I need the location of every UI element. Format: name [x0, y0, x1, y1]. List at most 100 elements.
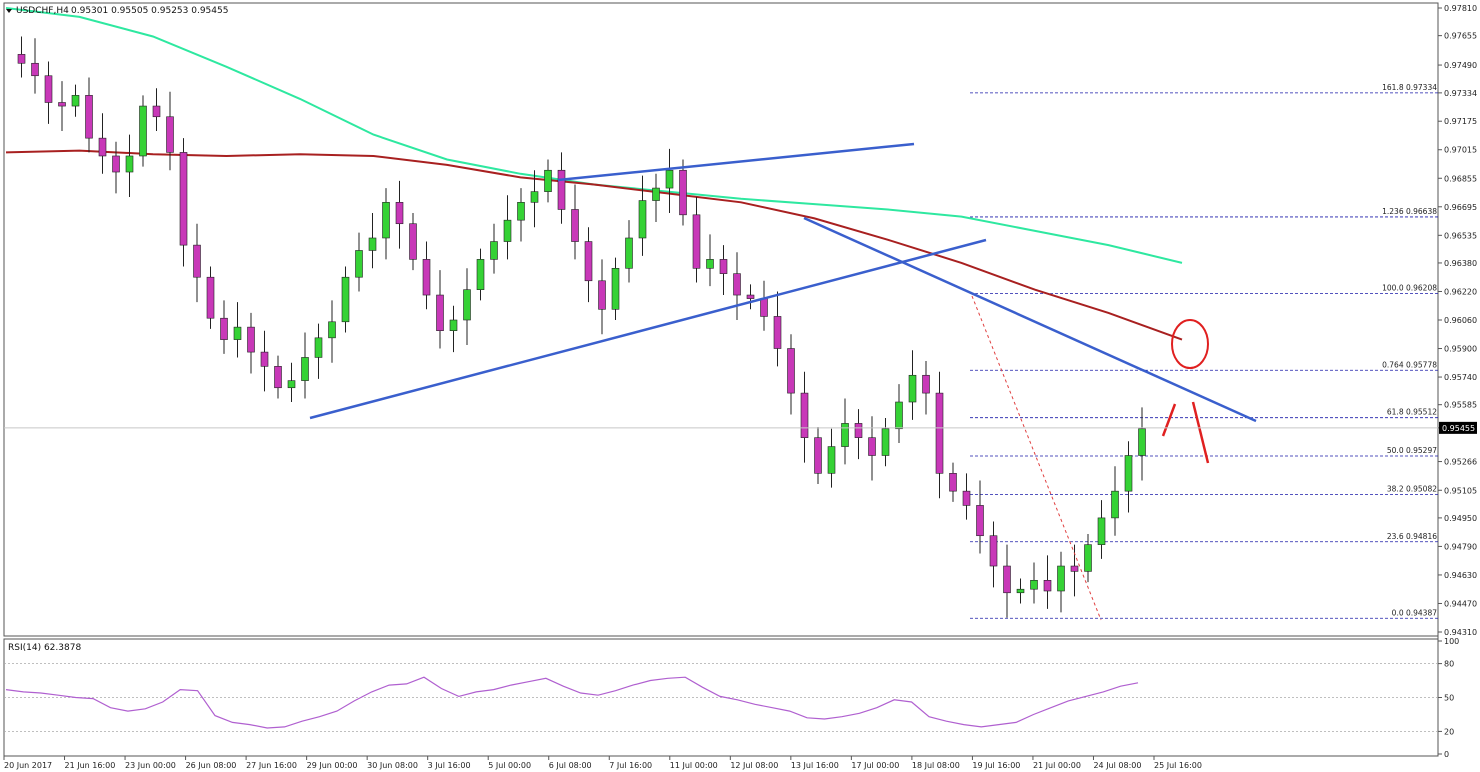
candle-bearish	[409, 223, 417, 260]
date-tick-label: 21 Jul 00:00	[1033, 761, 1081, 770]
candle-bearish	[733, 273, 741, 296]
arrow-down-annotation	[1191, 401, 1210, 464]
candle-bullish	[1016, 588, 1025, 594]
date-tick-label: 6 Jul 08:00	[549, 761, 592, 770]
candlesticks	[17, 36, 1146, 618]
rsi-indicator: 100 80 50 20 0	[4, 637, 1459, 759]
candle-bullish	[611, 267, 620, 310]
date-tick-label: 20 Jun 2017	[4, 761, 52, 770]
candle-bearish	[854, 423, 863, 438]
price-tick-label: 0.94790	[1444, 542, 1477, 551]
date-tick-label: 7 Jul 16:00	[609, 761, 652, 770]
date-tick-label: 21 Jun 16:00	[65, 761, 116, 770]
fib-level-label: 1.236 0.96638	[1382, 207, 1437, 216]
moving-averages	[5, 7, 1183, 341]
price-tick-label: 0.95266	[1444, 458, 1477, 467]
rsi-tick-label: 100	[1444, 637, 1459, 646]
candle-bearish	[395, 202, 404, 225]
candle-bearish	[1043, 579, 1052, 592]
menu-arrow-icon[interactable]	[6, 9, 12, 13]
price-tick-label: 0.96695	[1444, 203, 1477, 212]
candle-bullish	[652, 187, 660, 201]
candle-bullish	[71, 95, 80, 107]
date-tick-label: 11 Jul 00:00	[670, 761, 718, 770]
fib-level-label: 100.0 0.96208	[1382, 284, 1437, 293]
price-tick-label: 0.97810	[1444, 4, 1477, 13]
candle-bullish	[490, 241, 498, 260]
candle-bearish	[962, 490, 971, 506]
candle-bearish	[31, 62, 39, 77]
current-price-box	[1439, 421, 1477, 434]
candle-bearish	[166, 116, 174, 153]
candle-bearish	[949, 473, 957, 492]
candle-bullish	[706, 259, 714, 269]
candle-bullish	[625, 237, 633, 269]
price-tick-label: 0.96380	[1444, 259, 1477, 268]
candle-bearish	[422, 259, 431, 296]
date-tick-label: 19 Jul 16:00	[972, 761, 1020, 770]
arrow-up-annotation	[1161, 403, 1177, 437]
candle-bullish	[125, 155, 134, 173]
candle-bullish	[1057, 565, 1065, 592]
candle-bearish	[773, 316, 782, 349]
candle-bearish	[557, 169, 566, 210]
candle-bullish	[287, 380, 296, 389]
trendline-bearish	[803, 216, 1257, 423]
date-tick-label: 12 Jul 08:00	[730, 761, 778, 770]
candle-bullish	[530, 191, 539, 203]
candle-bullish	[1084, 544, 1092, 572]
trendline-lower	[309, 238, 987, 420]
price-tick-label: 0.96855	[1444, 174, 1477, 183]
candle-bullish	[544, 169, 552, 192]
moving-average-fast	[5, 149, 1183, 341]
trendlines	[309, 142, 1257, 621]
price-tick-label: 0.97334	[1444, 89, 1477, 98]
candle-bearish	[760, 298, 768, 317]
date-tick-label: 30 Jun 08:00	[367, 761, 418, 770]
candle-bearish	[598, 280, 606, 310]
price-tick-label: 0.97175	[1444, 117, 1477, 126]
annotations	[1161, 319, 1210, 464]
date-tick-label: 18 Jul 08:00	[912, 761, 960, 770]
price-axis: 0.97810 0.97655 0.97490 0.97334 0.97175 0.970…	[4, 4, 1477, 637]
candle-bearish	[193, 244, 201, 278]
price-tick-label: 0.96060	[1444, 316, 1477, 325]
candle-bullish	[341, 276, 350, 323]
candle-bearish	[85, 95, 93, 139]
price-tick-label: 0.94470	[1444, 599, 1477, 608]
candle-bearish	[571, 209, 579, 242]
candle-bullish	[827, 446, 836, 474]
candle-bearish	[17, 54, 26, 64]
candle-bullish	[368, 237, 377, 251]
symbol-timeframe: USDCHF,H4	[16, 6, 69, 16]
candle-bearish	[98, 137, 107, 157]
date-tick-label: 29 Jun 00:00	[307, 761, 358, 770]
candle-bullish	[233, 326, 242, 340]
price-tick-label: 0.97655	[1444, 32, 1477, 41]
candle-bullish	[449, 319, 458, 331]
candle-bearish	[692, 214, 701, 269]
candle-bearish	[787, 348, 795, 394]
candle-bearish	[719, 259, 728, 274]
date-tick-label: 27 Jun 16:00	[246, 761, 297, 770]
fib-level-label: 61.8 0.95512	[1387, 408, 1437, 417]
candle-bearish	[868, 437, 876, 456]
candle-bearish	[260, 351, 269, 367]
time-axis: 20 Jun 2017 21 Jun 16:00 23 Jun 00:00 26 Ju…	[3, 756, 1202, 770]
candle-bullish	[908, 374, 917, 403]
candle-bullish	[1138, 428, 1146, 456]
fib-level-label: 23.6 0.94816	[1387, 532, 1437, 541]
date-tick-label: 5 Jul 00:00	[488, 761, 531, 770]
candle-bearish	[976, 505, 984, 537]
date-tick-label: 13 Jul 16:00	[791, 761, 839, 770]
candle-bullish	[355, 250, 363, 278]
date-tick-label: 3 Jul 16:00	[428, 761, 471, 770]
candle-bullish	[503, 219, 512, 242]
rsi-label: RSI(14) 62.3878	[8, 643, 81, 653]
candle-bullish	[328, 321, 336, 339]
rsi-tick-label: 80	[1444, 660, 1454, 669]
trendline-upper	[557, 142, 915, 182]
price-tick-label: 0.95585	[1444, 401, 1477, 410]
candle-bearish	[746, 294, 755, 299]
